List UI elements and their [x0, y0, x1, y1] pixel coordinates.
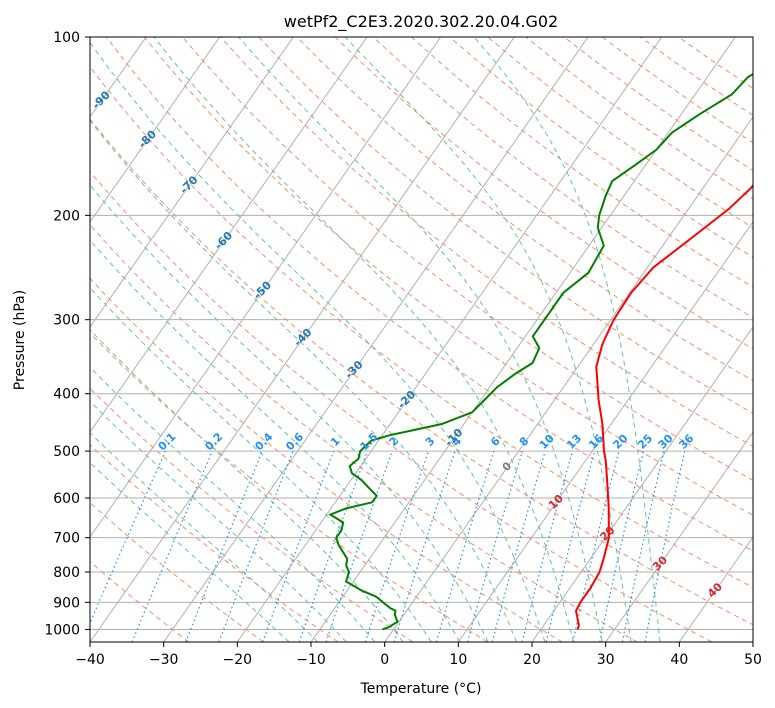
dry-adiabat-line: [144, 37, 753, 516]
isotherm-line: [90, 37, 515, 642]
x-tick-label: −20: [223, 652, 253, 668]
mixing-ratio-line: [218, 450, 294, 642]
isotherm-line: [90, 37, 294, 328]
y-tick-label: 1000: [44, 622, 80, 638]
y-tick-label: 300: [53, 313, 80, 329]
y-tick-label: 700: [53, 531, 80, 547]
dry-adiabat-line: [90, 118, 753, 626]
isotherm-line: [90, 37, 368, 433]
moist-adiabat-line: [90, 400, 347, 642]
isotherm-line: [384, 116, 753, 642]
dry-adiabat-line: [105, 37, 753, 552]
mixing-ratio-line: [621, 450, 665, 642]
moist-adiabat-line: [90, 366, 376, 642]
mixing-ratio-line: [364, 450, 429, 642]
dry-adiabat-line: [90, 66, 753, 588]
moist-adiabat-line: [344, 37, 632, 642]
chart-title: wetPf2_C2E3.2020.302.20.04.G02: [284, 12, 558, 32]
dry-adiabat-line: [372, 37, 753, 319]
dry-adiabat-line: [90, 387, 414, 642]
mixing-ratio-line: [644, 450, 686, 642]
isotherm-line: [605, 431, 753, 642]
dry-adiabat-line: [90, 277, 563, 642]
moist-adiabat-line: [90, 239, 461, 642]
isotherm-line: [457, 221, 753, 642]
dry-adiabat-line: [296, 37, 753, 382]
x-tick-label: 40: [670, 652, 688, 668]
plot-frame: [89, 36, 754, 643]
isotherm-line: [678, 536, 753, 642]
x-tick-label: 30: [597, 652, 615, 668]
x-tick-label: −40: [75, 652, 105, 668]
dry-adiabat-line: [90, 444, 339, 642]
x-tick-label: 20: [523, 652, 541, 668]
axes: −40 −30 −20 −10 0 10 20 30 40 50 1000 900 800 700 600 5…: [44, 30, 762, 668]
x-axis-title: Temperature (°C): [360, 681, 482, 697]
mixing-ratio-line: [466, 450, 523, 642]
isotherm-line: [236, 37, 663, 642]
dry-adiabat-line: [90, 170, 712, 642]
y-tick-label: 100: [53, 30, 80, 46]
isotherm-line: [90, 37, 442, 538]
isotherm-line: [531, 326, 753, 642]
plot-area: [90, 37, 753, 642]
dry-adiabat-line: [90, 560, 190, 642]
moist-adiabat-line: [90, 184, 489, 642]
isotherm-line: [163, 37, 589, 642]
y-tick-label: 200: [53, 208, 80, 224]
mixing-ratio-line: [435, 450, 495, 642]
y-axis-title: Pressure (hPa): [12, 290, 28, 390]
x-tick-label: −30: [149, 652, 179, 668]
dry-adiabat-line: [90, 223, 638, 642]
x-tick-label: −10: [296, 652, 326, 668]
temperature-profile-line: [574, 183, 753, 630]
dry-adiabat-line: [182, 37, 753, 482]
isotherm-line: [90, 37, 221, 223]
x-tick-label: 10: [449, 652, 467, 668]
moist-adiabat-line: [90, 119, 517, 642]
dry-adiabat-line: [90, 332, 488, 642]
x-tick-label: 0: [380, 652, 389, 668]
y-tick-label: 900: [53, 595, 80, 611]
dry-adiabat-line: [220, 37, 753, 447]
y-tick-label: 400: [53, 387, 80, 403]
dewpoint-profile-line: [328, 72, 753, 631]
x-tick-label: 50: [744, 652, 762, 668]
moist-adiabat-line: [238, 37, 603, 642]
moist-adiabat-line: [153, 37, 575, 642]
y-tick-label: 800: [53, 565, 80, 581]
mixing-ratio-line: [325, 450, 393, 642]
moist-adiabat-line: [473, 37, 661, 642]
mixing-ratio-line: [491, 450, 546, 642]
mixing-ratio-line: [185, 450, 263, 642]
y-tick-label: 500: [53, 444, 80, 460]
mixing-ratio-line: [393, 450, 456, 642]
y-tick-label: 600: [53, 491, 80, 507]
